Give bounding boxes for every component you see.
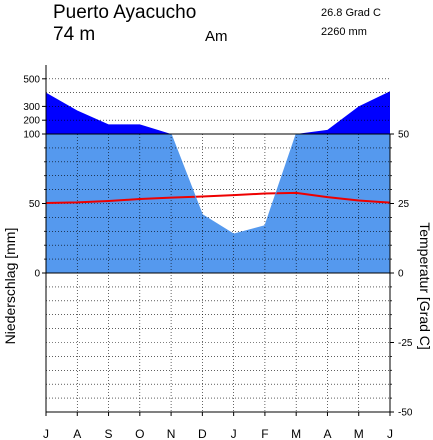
y-tick-label-left: 0 xyxy=(34,269,40,280)
x-tick-label: A xyxy=(323,427,331,440)
y-tick-label-right: 50 xyxy=(398,130,410,141)
y-axis-label-right: Temperatur [Grad C] xyxy=(417,222,433,350)
x-tick-label: D xyxy=(198,427,207,440)
y-tick-label-left: 100 xyxy=(23,130,40,141)
x-tick-label: O xyxy=(135,427,144,440)
x-tick-label: J xyxy=(43,427,49,440)
x-tick-label: J xyxy=(387,427,393,440)
y-tick-label-right: -25 xyxy=(398,338,413,349)
station-elevation: 74 m xyxy=(53,24,95,45)
y-tick-label-right: 0 xyxy=(398,269,404,280)
station-name: Puerto Ayacucho xyxy=(53,2,196,23)
axes xyxy=(42,65,394,416)
x-tick-label: J xyxy=(231,427,237,440)
x-tick-label: M xyxy=(291,427,301,440)
annual-precipitation: 2260 mm xyxy=(321,26,367,38)
x-tick-label: M xyxy=(354,427,364,440)
x-tick-label: A xyxy=(73,427,81,440)
x-tick-label: N xyxy=(167,427,176,440)
annual-temperature: 26.8 Grad C xyxy=(321,7,381,19)
grid-lines xyxy=(46,78,390,412)
temperature-line xyxy=(45,191,391,204)
y-tick-label-left: 200 xyxy=(23,116,40,127)
climate-class: Am xyxy=(205,28,228,45)
perhumid-area xyxy=(46,91,390,134)
humid-area xyxy=(46,134,390,273)
y-tick-label-left: 50 xyxy=(29,199,41,210)
x-tick-label: S xyxy=(105,427,113,440)
y-axis-label-left: Niederschlag [mm] xyxy=(2,228,18,345)
y-tick-label-left: 500 xyxy=(23,74,40,85)
y-tick-label-right: 25 xyxy=(398,199,410,210)
x-tick-label: F xyxy=(261,427,268,440)
precipitation-fills xyxy=(46,91,390,273)
y-tick-label-left: 300 xyxy=(23,102,40,113)
y-tick-label-right: -50 xyxy=(398,408,413,419)
